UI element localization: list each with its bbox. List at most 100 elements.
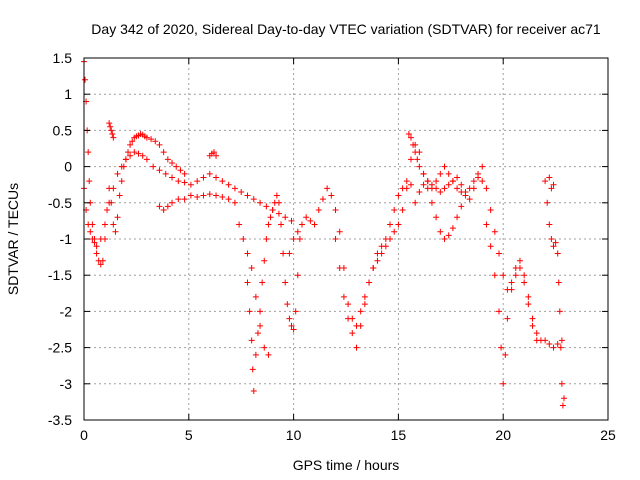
x-tick-label: 0: [80, 427, 88, 443]
data-point-marker: [169, 174, 176, 181]
data-point-marker: [336, 264, 343, 271]
data-point-marker: [257, 308, 264, 315]
data-point-marker: [162, 170, 169, 177]
data-point-marker: [288, 322, 295, 329]
y-axis-label: SDTVAR / TECUs: [5, 183, 21, 295]
data-point-marker: [558, 337, 565, 344]
data-point-marker: [282, 279, 289, 286]
data-point-marker: [206, 191, 213, 198]
data-point-marker: [248, 264, 255, 271]
data-point-marker: [250, 196, 257, 203]
data-point-marker: [164, 203, 171, 210]
data-point-marker: [298, 221, 305, 228]
data-point-marker: [160, 149, 167, 156]
data-point-marker: [475, 170, 482, 177]
data-point-marker: [552, 239, 559, 246]
data-point-marker: [533, 330, 540, 337]
data-point-marker: [395, 221, 402, 228]
data-point-marker: [110, 134, 117, 141]
data-point-marker: [403, 185, 410, 192]
data-point-marker: [278, 221, 285, 228]
data-point-marker: [213, 152, 220, 159]
x-tick-label: 5: [185, 427, 193, 443]
data-point-marker: [244, 279, 251, 286]
x-tick-label: 15: [391, 427, 407, 443]
data-point-marker: [391, 207, 398, 214]
data-point-marker: [187, 192, 194, 199]
data-point-marker: [177, 167, 184, 174]
data-point-marker: [87, 228, 94, 235]
y-tick-label: -2.5: [48, 340, 72, 356]
data-point-marker: [265, 221, 272, 228]
data-point-marker: [125, 149, 132, 156]
data-point-marker: [139, 152, 146, 159]
data-point-marker: [106, 199, 113, 206]
data-point-marker: [269, 207, 276, 214]
data-point-marker: [424, 178, 431, 185]
y-tick-label: -1.5: [48, 267, 72, 283]
data-point-marker: [387, 221, 394, 228]
data-point-marker: [280, 250, 287, 257]
data-point-marker: [340, 293, 347, 300]
data-point-marker: [544, 199, 551, 206]
data-point-marker: [353, 344, 360, 351]
data-point-marker: [181, 179, 188, 186]
data-series: [286, 178, 414, 329]
data-point-marker: [504, 315, 511, 322]
data-point-marker: [366, 279, 373, 286]
data-point-marker: [410, 141, 417, 148]
data-point-marker: [441, 185, 448, 192]
data-point-marker: [458, 203, 465, 210]
data-point-marker: [206, 170, 213, 177]
data-point-marker: [112, 228, 119, 235]
data-point-marker: [187, 181, 194, 188]
y-tick-label: -0.5: [48, 195, 72, 211]
data-point-marker: [433, 214, 440, 221]
data-point-marker: [254, 330, 261, 337]
data-point-marker: [357, 308, 364, 315]
data-point-marker: [557, 344, 564, 351]
data-point-marker: [558, 380, 565, 387]
x-tick-label: 20: [495, 427, 511, 443]
axis-ticks-layer: [83, 57, 609, 421]
data-point-marker: [250, 388, 257, 395]
data-point-marker: [357, 322, 364, 329]
data-point-marker: [97, 236, 104, 242]
data-point-marker: [307, 217, 314, 224]
y-tick-label: -3: [60, 376, 73, 392]
data-point-marker: [466, 196, 473, 203]
data-point-marker: [181, 170, 188, 177]
data-point-marker: [259, 279, 266, 286]
data-point-marker: [294, 228, 301, 235]
y-tick-label: -2: [60, 303, 73, 319]
data-point-marker: [231, 185, 238, 192]
data-point-marker: [412, 149, 419, 156]
data-point-marker: [521, 272, 528, 279]
data-point-marker: [194, 178, 201, 185]
data-point-marker: [108, 127, 115, 134]
data-point-marker: [479, 178, 486, 185]
data-point-marker: [445, 170, 452, 177]
data-point-marker: [231, 199, 238, 206]
data-point-marker: [200, 192, 207, 199]
data-point-marker: [470, 185, 477, 192]
data-point-marker: [525, 301, 532, 308]
data-point-marker: [82, 76, 89, 83]
data-point-marker: [114, 170, 121, 177]
data-point-marker: [290, 326, 297, 333]
data-point-marker: [412, 199, 419, 206]
data-point-marker: [156, 167, 163, 174]
data-point-marker: [445, 181, 452, 188]
data-point-marker: [236, 221, 243, 228]
data-point-marker: [529, 322, 536, 329]
tick-labels-layer: 0 5 10 15 20 25 -3.5 -3 -2.5 -2 -1.5 -1 -0.5 0 0.5 1 1.5: [48, 50, 616, 443]
data-point-marker: [257, 199, 264, 206]
data-point-marker: [127, 141, 134, 148]
data-point-marker: [433, 178, 440, 185]
data-point-marker: [257, 322, 264, 329]
data-point-marker: [454, 174, 461, 181]
data-point-marker: [143, 134, 150, 141]
data-point-marker: [294, 272, 301, 279]
data-point-marker: [559, 402, 566, 409]
data-point-marker: [508, 279, 515, 286]
